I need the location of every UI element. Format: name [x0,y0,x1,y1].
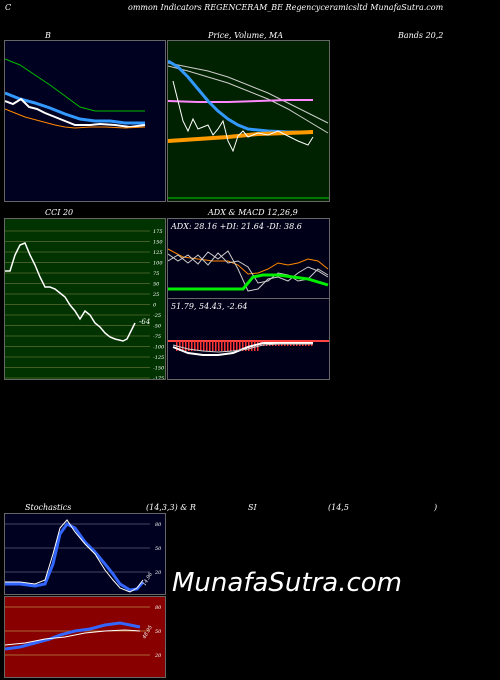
macd-histogram-bar [239,341,241,351]
bollinger-svg [5,58,146,129]
macd-histogram-bar [206,341,208,351]
ma-pink-line [168,99,313,103]
macd-histogram-bar [221,341,223,351]
rsi-tick-80: 80 [155,605,162,611]
cci-tick-label: 150 [153,240,163,246]
lower-band-line [5,108,146,129]
stoch-svg: 80 50 20 14.96 [5,519,162,593]
macd-histogram-bar [203,341,205,351]
bollinger-bands-chart [4,40,166,202]
rsi-value-label: 48.95 [141,625,154,641]
page-title: ommon Indicators REGENCERAM_BE Regencyce… [128,3,444,12]
macd-histogram-bar [233,341,235,351]
adx-green-line [168,273,329,291]
macd-histogram-bar [245,341,247,351]
stoch-k-line [5,522,145,592]
cci-title: CCI 20 [45,208,74,217]
upper-band-line [5,58,145,112]
macd-signal-line [172,343,313,353]
price-line [5,97,146,129]
cci-tick-label: -75 [153,334,161,340]
stoch-tick-50: 50 [155,546,162,552]
cci-tick-label: 50 [153,282,160,288]
cci-tick-label: 75 [153,271,159,277]
bands-title: Bands 20,2 [398,31,444,40]
cci-tick-label: 125 [153,250,163,256]
macd-histogram-bar [200,341,202,351]
macd-histogram-bar [215,341,217,351]
rsi-params: (14,5 [328,503,349,512]
cci-tick-label: -25 [153,313,161,319]
macd-histogram-bar [242,341,244,351]
price-volume-ma-chart [167,40,330,202]
macd-histogram-bar [185,341,187,351]
macd-histogram-bar [218,341,220,351]
price-panel-title: Price, Volume, MA [208,31,284,40]
stoch-value-label: 14.96 [142,571,155,587]
ma-blue-line [168,59,313,134]
cci-tick-label: 0 [153,303,157,309]
macd-histogram-bar [179,341,181,351]
adx-orange-line [168,248,329,275]
macd-histogram-bar [194,341,196,351]
stoch-params: (14,3,3) & R [146,503,196,512]
macd-histogram-bar [191,341,193,351]
price-svg [168,59,329,199]
macd-histogram-bar [182,341,184,351]
cci-tick-label: -150 [153,366,165,372]
cci-tick-label: 175 [153,229,163,235]
header-c-label: C [5,3,12,12]
price-close-line [172,80,314,153]
adx-svg: ADX: 28.16 +DI: 21.64 -DI: 38.6 [168,222,329,292]
cci-tick-label: -125 [153,355,164,361]
macd-histogram-bar [212,341,214,351]
adx-chart: ADX: 28.16 +DI: 21.64 -DI: 38.6 [167,218,330,300]
cci-line [5,242,136,342]
macd-histogram-bar [236,341,238,351]
stoch-tick-80: 80 [155,522,162,528]
adx-white-line-2 [168,252,329,284]
stochastics-chart: 80 50 20 14.96 [4,513,166,595]
bands-panel-label: B [45,31,51,40]
cci-tick-label: 25 [152,292,159,298]
rsi-tick-50: 50 [155,629,162,635]
rsi-blue-line [5,621,141,651]
rsi-si-label: SI [248,503,257,512]
macd-histogram-bar [209,341,211,351]
macd-histogram-bar [197,341,199,351]
rsi-svg: 80 50 20 48.95 [5,605,162,659]
macd-values-text: 51.79, 54.43, -2.64 [171,302,248,311]
cci-tick-label: -100 [153,345,165,351]
ma-white-upper [168,62,329,124]
rsi-chart: 80 50 20 48.95 [4,596,166,678]
adx-values-text: ADX: 28.16 +DI: 21.64 -DI: 38.6 [170,222,302,231]
adx-macd-title: ADX & MACD 12,26,9 [208,208,298,217]
macd-histogram-bar [224,341,226,351]
macd-histogram-bar [230,341,232,351]
ma-orange-line [168,130,314,143]
stoch-title: Stochastics [25,503,72,512]
cci-tick-label: -50 [153,324,162,330]
macd-chart: 51.79, 54.43, -2.64 [167,298,330,380]
watermark: MunafaSutra.com [172,568,403,598]
cci-svg: 175 150 125 100 75 50 25 0 -25 -50 -75 -100 -125 -150… [5,229,165,379]
rsi-tick-20: 20 [154,653,162,659]
macd-histogram-bar [188,341,190,351]
rsi-close-paren: ) [434,503,438,512]
cci-tick-label: 100 [153,261,163,267]
macd-histogram-bar [227,341,229,351]
cci-value-label: -64 [139,318,150,326]
middle-band-line [5,91,145,125]
cci-chart: 175 150 125 100 75 50 25 0 -25 -50 -75 -100 -125 -150… [4,218,166,380]
cci-tick-label: -175 [153,376,164,379]
stoch-tick-20: 20 [154,570,162,576]
macd-svg: 51.79, 54.43, -2.64 [168,302,329,356]
rsi-white-line [5,629,141,646]
stoch-d-line [5,519,144,593]
adx-white-line-1 [168,250,329,292]
ma-white-upper-2 [168,65,329,134]
